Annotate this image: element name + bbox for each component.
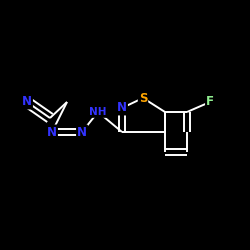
- Text: N: N: [117, 102, 127, 114]
- Text: F: F: [206, 96, 214, 108]
- Text: N: N: [77, 126, 87, 138]
- Text: N: N: [22, 96, 32, 108]
- Text: S: S: [139, 92, 147, 104]
- Text: N: N: [47, 126, 57, 138]
- Text: NH: NH: [89, 107, 107, 117]
